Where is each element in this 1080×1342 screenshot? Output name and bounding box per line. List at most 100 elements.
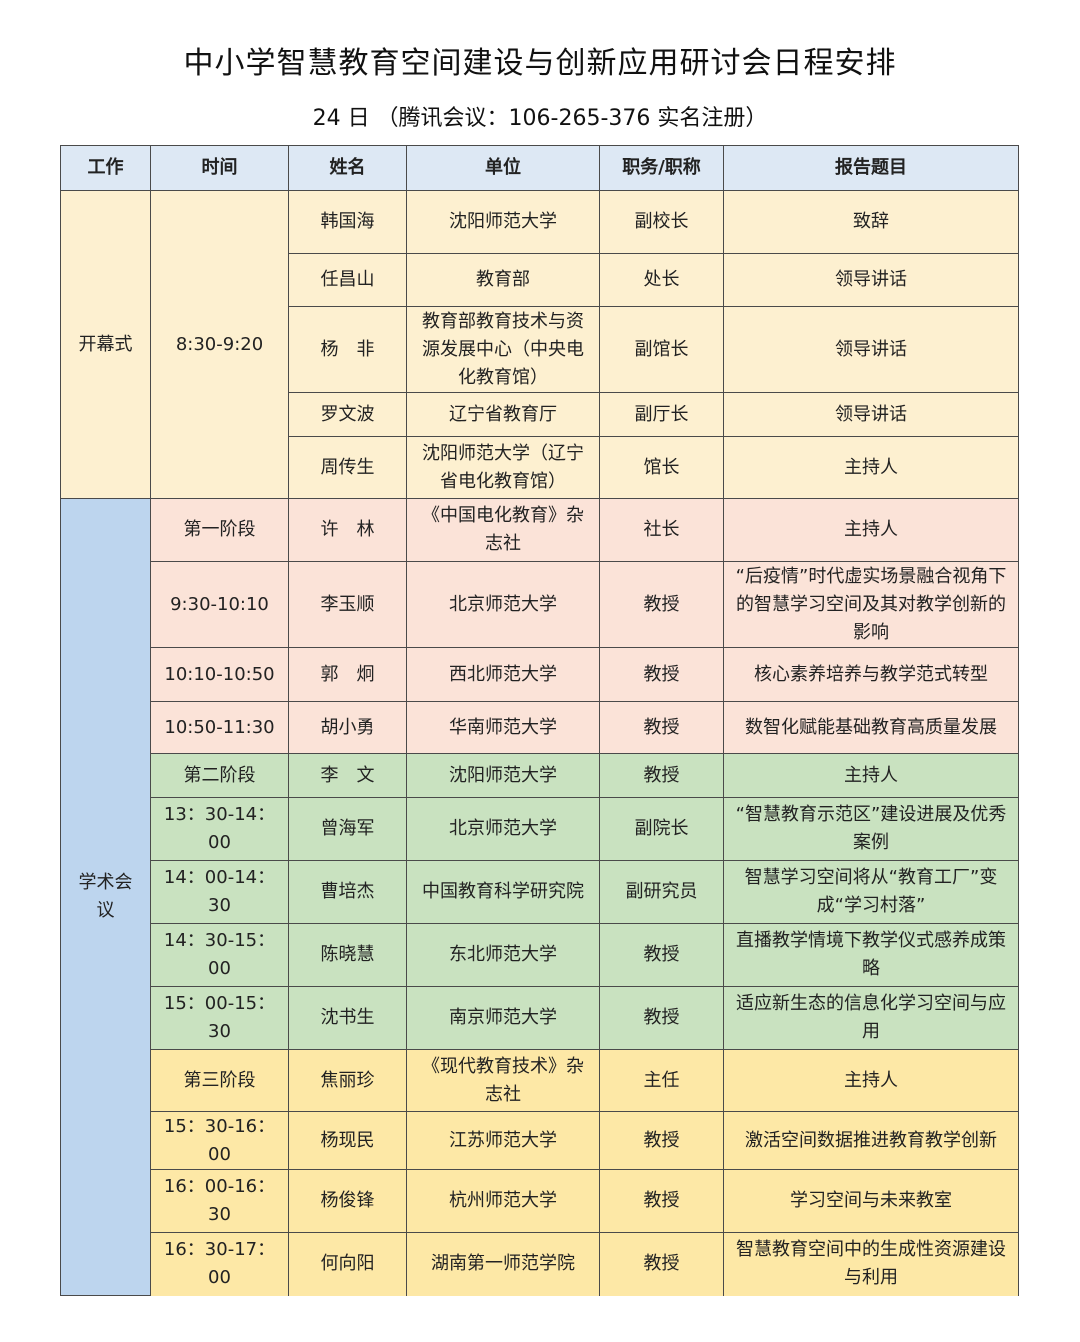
header-work: 工作 [60, 145, 151, 191]
table-row: 9:30-10:10 李玉顺 北京师范大学 教授 “后疫情”时代虚实场景融合视角下的智慧… [61, 561, 1019, 648]
unit-cell: 华南师范大学 [406, 701, 600, 754]
header-time: 时间 [150, 145, 289, 191]
schedule-table: 工作 时间 姓名 单位 职务/职称 报告题目 开幕式 8:30-9:20 韩国海 沈阳师范大学副… [60, 145, 1019, 1296]
table-row: 罗文波 辽宁省教育厅 副厅长 领导讲话 [61, 392, 1019, 437]
table-row: 学术会议 第一阶段许 林《中国电化教育》杂志社 社长 主持人 [60, 498, 1019, 1296]
unit-cell: 西北师范大学 [406, 647, 600, 702]
table-row: 14：30-15：00 陈晓慧 东北师范大学 教授 直播教学情境下教学仪式感养成策略 [61, 923, 1019, 987]
time-cell: 第一阶段 [150, 498, 289, 562]
unit-cell: 东北师范大学 [406, 923, 600, 987]
section-label: 开幕式 [60, 190, 151, 499]
topic-cell: 主持人 [723, 1049, 1019, 1112]
time-cell: 第三阶段 [150, 1049, 289, 1112]
topic-cell: “智慧教育示范区”建设进展及优秀案例 [723, 797, 1019, 861]
header-position: 职务/职称 [599, 145, 724, 191]
topic-cell: 直播教学情境下教学仪式感养成策略 [723, 923, 1019, 987]
unit-cell: 《现代教育技术》杂志社 [406, 1049, 600, 1112]
name-cell: 杨俊锋 [288, 1169, 407, 1233]
name-cell: 罗文波 [288, 392, 407, 437]
unit-cell: 教育部 [406, 253, 600, 307]
position-cell: 教授 [599, 986, 724, 1050]
header-topic: 报告题目 [723, 145, 1019, 191]
page-title: 中小学智慧教育空间建设与创新应用研讨会日程安排 [183, 46, 897, 81]
position-cell: 副院长 [599, 797, 724, 861]
topic-cell: 学习空间与未来教室 [723, 1169, 1019, 1233]
unit-cell: 北京师范大学 [406, 561, 600, 648]
unit-cell: 《中国电化教育》杂志社 [406, 498, 600, 562]
name-cell: 何向阳 [288, 1232, 407, 1296]
table-row: 杨 非教育部教育技术与资源发展中心（中央电化教育馆） 副馆长 领导讲话 [61, 306, 1019, 393]
name-cell: 杨 非 [288, 306, 407, 393]
unit-cell: 中国教育科学研究院 [406, 860, 600, 924]
page-subtitle: 24 日 （腾讯会议：106-265-376 实名注册） [312, 106, 768, 131]
topic-cell: 主持人 [723, 753, 1019, 798]
topic-cell: “后疫情”时代虚实场景融合视角下的智慧学习空间及其对教学创新的影响 [723, 561, 1019, 648]
name-cell: 李 文 [288, 753, 407, 798]
topic-cell: 领导讲话 [723, 392, 1019, 437]
position-cell: 教授 [599, 753, 724, 798]
name-cell: 沈书生 [288, 986, 407, 1050]
table-row: 13：30-14：00 曾海军 北京师范大学 副院长 “智慧教育示范区”建设进展及优秀案… [61, 797, 1019, 861]
table-row: 第三阶段 焦丽珍 《现代教育技术》杂志社 主任 主持人 [61, 1049, 1019, 1112]
name-cell: 韩国海 [288, 190, 407, 254]
topic-cell: 智慧学习空间将从“教育工厂”变成“学习村落” [723, 860, 1019, 924]
time-cell: 8:30-9:20 [150, 190, 289, 499]
unit-cell: 教育部教育技术与资源发展中心（中央电化教育馆） [406, 306, 600, 393]
topic-cell: 核心素养培养与教学范式转型 [723, 647, 1019, 702]
time-cell: 15：00-15：30 [150, 986, 289, 1050]
name-cell: 周传生 [288, 436, 407, 499]
time-cell: 10:10-10:50 [150, 647, 289, 702]
unit-cell: 南京师范大学 [406, 986, 600, 1050]
name-cell: 陈晓慧 [288, 923, 407, 987]
time-cell: 16：30-17：00 [150, 1232, 289, 1296]
time-cell: 13：30-14：00 [150, 797, 289, 861]
topic-cell: 主持人 [723, 498, 1019, 562]
time-cell: 15：30-16：00 [150, 1111, 289, 1170]
unit-cell: 杭州师范大学 [406, 1169, 600, 1233]
table-row: 10:10-10:50 郭 炯西北师范大学 教授 核心素养培养与教学范式转型 [61, 647, 1019, 702]
position-cell: 教授 [599, 1232, 724, 1296]
position-cell: 处长 [599, 253, 724, 307]
position-cell: 副校长 [599, 190, 724, 254]
unit-cell: 辽宁省教育厅 [406, 392, 600, 437]
position-cell: 教授 [599, 923, 724, 987]
header-name: 姓名 [288, 145, 407, 191]
table-row: 任昌山 教育部 处长 领导讲话 [61, 253, 1019, 307]
position-cell: 教授 [599, 561, 724, 648]
table-row: 10:50-11:30 胡小勇 华南师范大学 教授 数智化赋能基础教育高质量发展 [61, 701, 1019, 754]
header-row: 工作 时间 姓名 单位 职务/职称 报告题目 [60, 145, 1019, 191]
name-cell: 焦丽珍 [288, 1049, 407, 1112]
position-cell: 主任 [599, 1049, 724, 1112]
position-cell: 副研究员 [599, 860, 724, 924]
unit-cell: 湖南第一师范学院 [406, 1232, 600, 1296]
position-cell: 教授 [599, 647, 724, 702]
time-cell: 9:30-10:10 [150, 561, 289, 648]
position-cell: 副馆长 [599, 306, 724, 393]
name-cell: 李玉顺 [288, 561, 407, 648]
topic-cell: 领导讲话 [723, 253, 1019, 307]
time-cell: 第二阶段 [150, 753, 289, 798]
table-row: 第二阶段李 文沈阳师范大学 教授 主持人 [61, 753, 1019, 798]
unit-cell: 江苏师范大学 [406, 1111, 600, 1170]
table-row: 16：30-17：00 何向阳 湖南第一师范学院 教授 智慧教育空间中的生成性资源建设与… [61, 1232, 1019, 1296]
time-cell: 14：30-15：00 [150, 923, 289, 987]
unit-cell: 北京师范大学 [406, 797, 600, 861]
position-cell: 社长 [599, 498, 724, 562]
topic-cell: 主持人 [723, 436, 1019, 499]
name-cell: 任昌山 [288, 253, 407, 307]
name-cell: 杨现民 [288, 1111, 407, 1170]
name-cell: 胡小勇 [288, 701, 407, 754]
time-cell: 16：00-16：30 [150, 1169, 289, 1233]
table-row: 15：30-16：00 杨现民 江苏师范大学 教授 激活空间数据推进教育教学创新 [61, 1111, 1019, 1170]
position-cell: 教授 [599, 1169, 724, 1233]
name-cell: 曹培杰 [288, 860, 407, 924]
time-cell: 14：00-14：30 [150, 860, 289, 924]
section-label: 学术会议 [60, 498, 151, 1296]
topic-cell: 适应新生态的信息化学习空间与应用 [723, 986, 1019, 1050]
topic-cell: 致辞 [723, 190, 1019, 254]
table-row: 14：00-14：30 曹培杰 中国教育科学研究院 副研究员 智慧学习空间将从“教育工厂… [61, 860, 1019, 924]
position-cell: 教授 [599, 701, 724, 754]
name-cell: 郭 炯 [288, 647, 407, 702]
unit-cell: 沈阳师范大学（辽宁省电化教育馆） [406, 436, 600, 499]
table-row: 15：00-15：30 沈书生 南京师范大学 教授 适应新生态的信息化学习空间与应用 [61, 986, 1019, 1050]
